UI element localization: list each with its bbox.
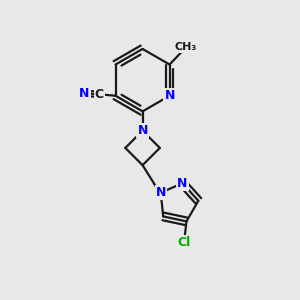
Text: N: N — [177, 177, 188, 190]
Text: CH₃: CH₃ — [175, 42, 197, 52]
Text: C: C — [94, 88, 104, 101]
Text: N: N — [79, 87, 89, 100]
Text: N: N — [164, 89, 175, 102]
Text: Cl: Cl — [178, 236, 191, 249]
Text: N: N — [137, 124, 148, 137]
Text: N: N — [155, 186, 166, 199]
